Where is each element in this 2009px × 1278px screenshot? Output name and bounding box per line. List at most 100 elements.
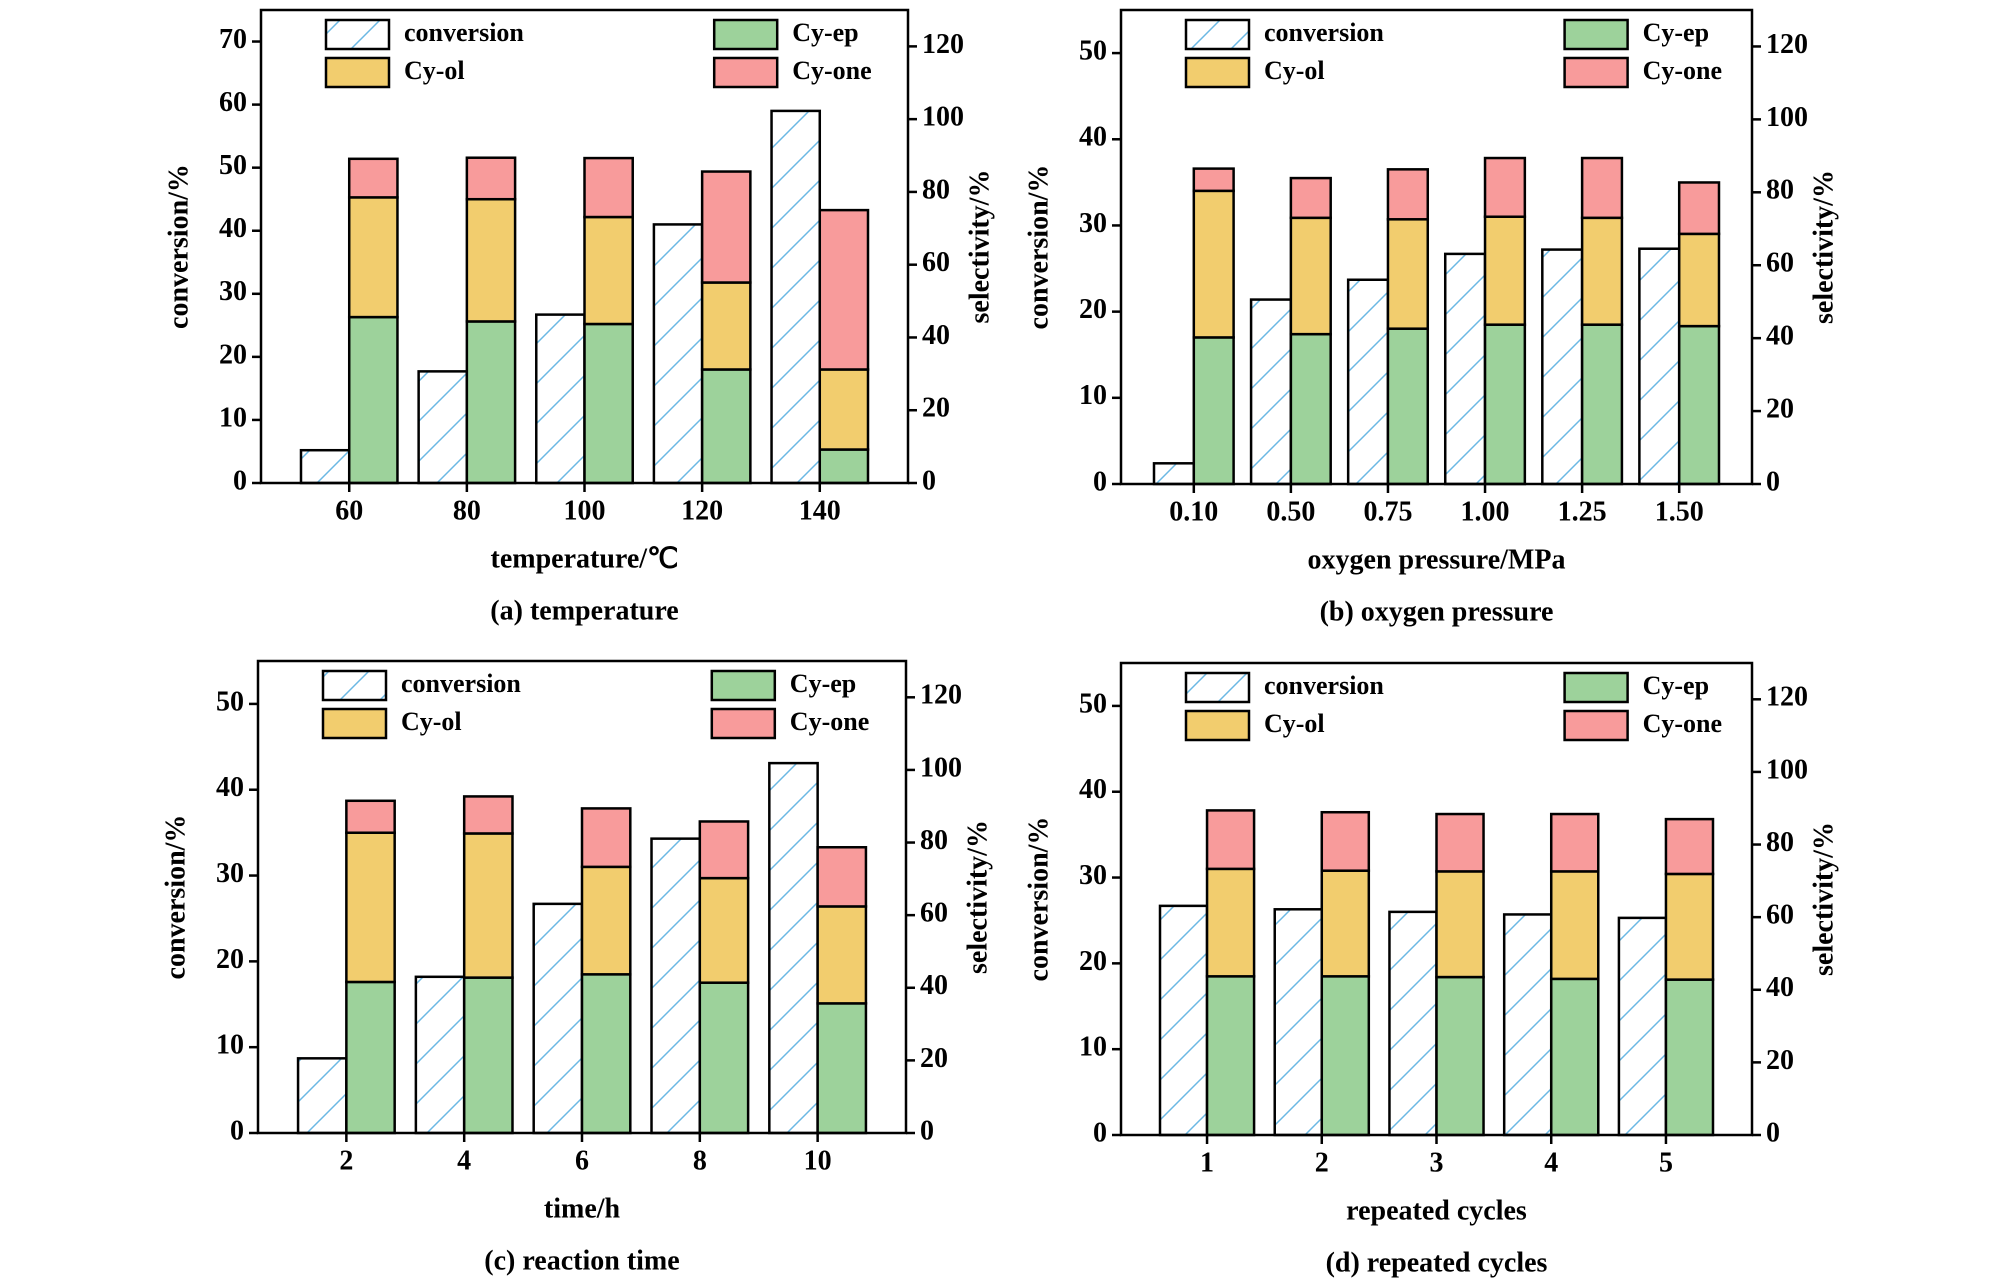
y2-tick-label: 40 (1766, 972, 1794, 1003)
conversion-bar (417, 370, 469, 485)
conversion-bar (296, 1057, 348, 1135)
y-tick-label: 50 (216, 686, 244, 717)
y2-tick-label: 20 (1766, 1045, 1794, 1076)
x-tick-label: 100 (564, 495, 606, 526)
selectivity-segment (1386, 218, 1430, 330)
y2-tick-label: 60 (922, 247, 950, 278)
conversion-bar (1502, 913, 1553, 1137)
conversion-bar (1388, 910, 1438, 1137)
x-tick-label: 10 (804, 1145, 832, 1176)
legend-swatch (710, 707, 777, 740)
selectivity-segment (465, 320, 517, 485)
x-tick-label: 6 (575, 1145, 589, 1176)
x-tick-label: 3 (1430, 1147, 1444, 1178)
y2-tick-label: 80 (920, 825, 948, 856)
selectivity-segment (1386, 327, 1430, 486)
conversion-bar (1249, 298, 1293, 486)
x-axis-title: oxygen pressure/MPa (1308, 544, 1566, 575)
y2-tick-label: 60 (1766, 248, 1794, 279)
legend-label: Cy-one (790, 707, 869, 736)
x-axis-title: temperature/℃ (491, 543, 679, 574)
selectivity-segment (700, 281, 752, 371)
legend-swatch (324, 18, 391, 51)
panel-caption: (c) reaction time (484, 1245, 679, 1276)
conversion-bar (1152, 462, 1196, 486)
selectivity-segment (347, 196, 399, 319)
legend-swatch (710, 669, 777, 702)
selectivity-segment (1289, 176, 1332, 220)
x-tick-label: 2 (339, 1145, 353, 1176)
y-tick-label: 10 (219, 402, 247, 433)
legend-label: Cy-ep (790, 669, 856, 698)
selectivity-segment (816, 905, 868, 1005)
selectivity-segment (1677, 232, 1721, 328)
y-tick-label: 10 (1079, 1032, 1107, 1063)
selectivity-segment (698, 981, 750, 1135)
legend-swatch (321, 669, 388, 702)
conversion-bar (299, 448, 351, 485)
y-tick-label: 0 (233, 465, 247, 496)
selectivity-segment (1435, 975, 1485, 1137)
conversion-bar (652, 223, 704, 485)
legend-label: Cy-one (1643, 56, 1722, 85)
x-tick-label: 2 (1315, 1147, 1329, 1178)
selectivity-segment (818, 368, 870, 451)
y2-tick-label: 20 (1766, 393, 1794, 424)
legend-label: Cy-one (792, 56, 871, 85)
selectivity-segment (1289, 332, 1332, 486)
conversion-bar (532, 902, 584, 1135)
x-tick-label: 60 (335, 495, 363, 526)
selectivity-segment (583, 215, 634, 326)
y-tick-label: 50 (219, 150, 247, 181)
legend-label: conversion (1264, 671, 1384, 700)
x-tick-label: 0.75 (1363, 496, 1412, 527)
selectivity-segment (1677, 324, 1721, 486)
x-tick-label: 0.10 (1169, 496, 1218, 527)
x-tick-label: 4 (457, 1145, 471, 1176)
y2-tick-label: 20 (922, 393, 950, 424)
legend-label: Cy-ol (1264, 709, 1325, 738)
legend-label: conversion (1264, 18, 1384, 47)
plot-frame (1119, 8, 1754, 486)
legend-label: Cy-ol (401, 707, 462, 736)
selectivity-segment (818, 208, 870, 371)
y2-tick-label: 100 (1766, 754, 1808, 785)
y2-tick-label: 100 (920, 752, 962, 783)
selectivity-segment (580, 973, 632, 1135)
y-tick-label: 50 (1079, 688, 1107, 719)
selectivity-segment (1320, 975, 1371, 1137)
panel-caption: (a) temperature (490, 595, 678, 626)
selectivity-segment (698, 876, 750, 984)
x-tick-label: 1 (1200, 1147, 1214, 1178)
conversion-bar (1617, 916, 1668, 1137)
legend-label: conversion (401, 669, 521, 698)
y2-axis-title: selectivity/% (962, 820, 993, 974)
legend-swatch (1184, 56, 1251, 89)
selectivity-segment (583, 156, 634, 219)
selectivity-segment (818, 448, 870, 485)
legend-label: Cy-ep (1643, 18, 1709, 47)
y2-tick-label: 120 (1766, 29, 1808, 60)
selectivity-segment (1435, 870, 1485, 979)
selectivity-segment (580, 807, 632, 869)
selectivity-segment (1320, 869, 1371, 978)
selectivity-segment (465, 156, 517, 201)
y-tick-label: 10 (1079, 380, 1107, 411)
legend-swatch (1184, 709, 1251, 742)
selectivity-segment (345, 980, 396, 1135)
conversion-bar (535, 313, 586, 485)
y-tick-label: 40 (219, 213, 247, 244)
x-tick-label: 1.00 (1461, 496, 1510, 527)
y2-tick-label: 80 (1766, 175, 1794, 206)
selectivity-segment (1549, 870, 1600, 981)
conversion-bar (414, 975, 466, 1135)
conversion-bar (1158, 904, 1209, 1137)
x-tick-label: 4 (1544, 1147, 1558, 1178)
selectivity-segment (816, 846, 868, 908)
selectivity-segment (1386, 168, 1430, 221)
legend-label: Cy-ep (792, 18, 858, 47)
selectivity-segment (1205, 975, 1256, 1137)
y-axis-title: conversion/% (160, 815, 191, 980)
selectivity-segment (580, 865, 632, 976)
